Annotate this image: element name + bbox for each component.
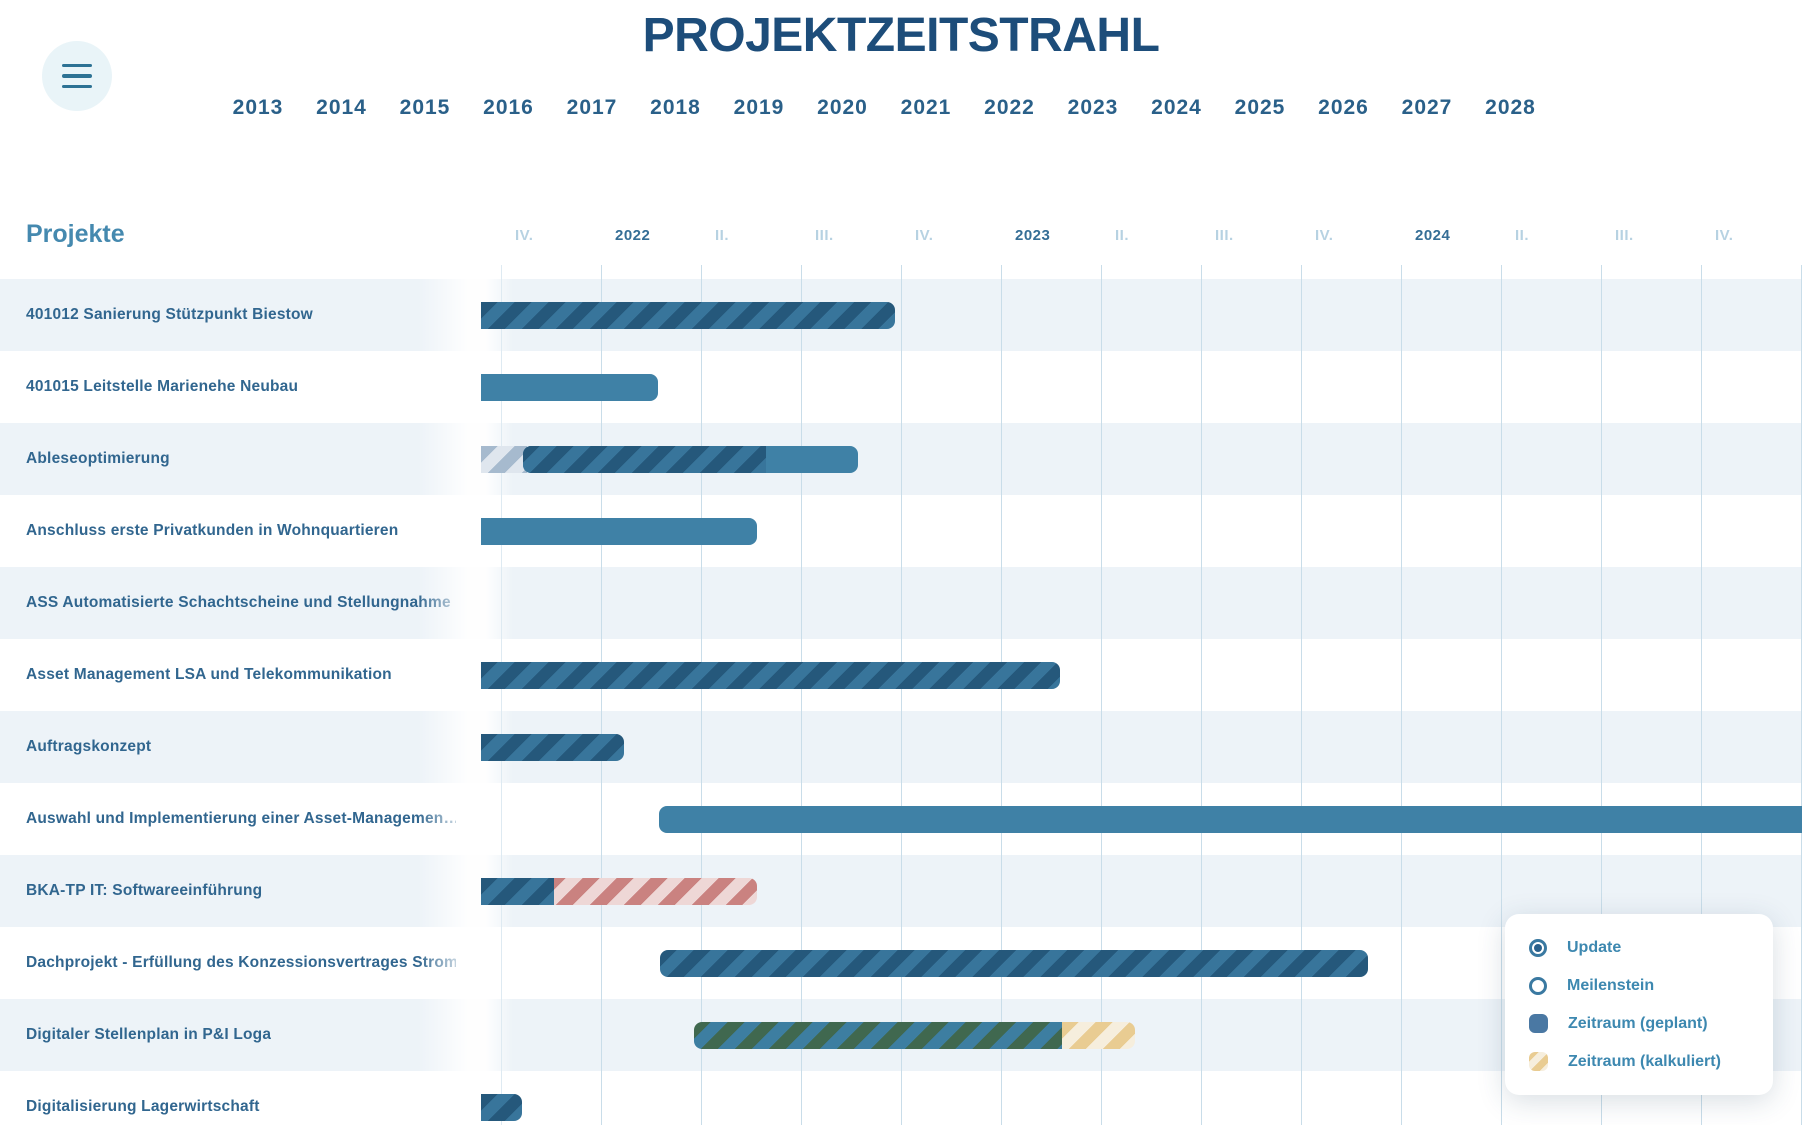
period-calculated-icon: [1529, 1052, 1548, 1071]
quarter-label: II.: [715, 227, 730, 244]
period-planned-icon: [1529, 1014, 1548, 1033]
quarter-gridline: [1601, 265, 1602, 1125]
gantt-bar-segment[interactable]: [481, 733, 624, 761]
project-row-label[interactable]: Anschluss erste Privatkunden in Wohnquar…: [26, 522, 399, 539]
gantt-bar-segment[interactable]: [523, 445, 766, 473]
gantt-bar-segment[interactable]: [660, 949, 1368, 977]
year-nav-item-2028[interactable]: 2028: [1485, 96, 1536, 119]
quarter-gridline: [1201, 265, 1202, 1125]
gantt-bar-segment[interactable]: [481, 661, 1060, 689]
project-row-label[interactable]: Dachprojekt - Erfüllung des Konzessionsv…: [26, 954, 456, 971]
quarter-label: II.: [1515, 227, 1530, 244]
year-nav-item-2027[interactable]: 2027: [1401, 96, 1453, 119]
quarter-gridline: [1401, 265, 1402, 1125]
left-fade-overlay: [418, 180, 513, 1125]
quarter-gridline: [801, 265, 802, 1125]
legend-label: Zeitraum (geplant): [1568, 1014, 1708, 1032]
year-nav-item-2026[interactable]: 2026: [1318, 96, 1369, 119]
projects-column-heading: Projekte: [26, 220, 125, 248]
legend-label: Meilenstein: [1567, 976, 1655, 994]
legend-label: Update: [1567, 938, 1622, 956]
quarter-label: IV.: [915, 227, 934, 244]
project-row-label[interactable]: Ableseoptimierung: [26, 450, 170, 467]
quarter-label: III.: [1215, 227, 1234, 244]
gantt-bar-segment[interactable]: [659, 805, 1802, 833]
gantt-bar-segment[interactable]: [694, 1021, 1062, 1049]
page-title: PROJEKTZEITSTRAHL: [642, 9, 1160, 62]
project-row-label[interactable]: Digitalisierung Lagerwirtschaft: [26, 1098, 260, 1115]
year-nav-item-2024[interactable]: 2024: [1151, 96, 1202, 119]
quarter-gridline: [701, 265, 702, 1125]
year-nav-item-2015[interactable]: 2015: [399, 96, 451, 119]
legend-item-update: Update: [1529, 936, 1773, 960]
quarter-gridline: [1701, 265, 1702, 1125]
hamburger-icon: [62, 63, 92, 68]
quarter-gridline: [1501, 265, 1502, 1125]
hamburger-icon: [62, 74, 92, 78]
quarter-gridline: [1101, 265, 1102, 1125]
year-nav-item-2020[interactable]: 2020: [817, 96, 868, 119]
quarter-gridline: [1001, 265, 1002, 1125]
project-row-label[interactable]: Asset Management LSA und Telekommunikati…: [26, 666, 392, 683]
year-nav-item-2019[interactable]: 2019: [733, 96, 785, 119]
legend-panel: Update Meilenstein Zeitraum (geplant) Ze…: [1505, 914, 1773, 1095]
gantt-bar-segment[interactable]: [1062, 1021, 1135, 1049]
project-row-label[interactable]: Auswahl und Implementierung einer Asset-…: [26, 810, 456, 827]
year-nav-item-2022[interactable]: 2022: [984, 96, 1035, 119]
project-row-label[interactable]: BKA-TP IT: Softwareeinführung: [26, 882, 263, 899]
gantt-bar-segment[interactable]: [481, 1093, 522, 1121]
gantt-bar-segment[interactable]: [481, 373, 658, 401]
quarter-gridline: [901, 265, 902, 1125]
quarter-label: II.: [1115, 227, 1130, 244]
year-nav-item-2025[interactable]: 2025: [1234, 96, 1286, 119]
quarter-label: IV.: [515, 227, 534, 244]
gantt-bar-segment[interactable]: [481, 877, 554, 905]
legend-label: Zeitraum (kalkuliert): [1568, 1052, 1721, 1070]
project-row-label[interactable]: Auftragskonzept: [26, 738, 152, 755]
year-nav-item-2013[interactable]: 2013: [232, 96, 284, 119]
year-nav-item-2021[interactable]: 2021: [900, 96, 952, 119]
quarter-label: III.: [1615, 227, 1634, 244]
year-nav-item-2023[interactable]: 2023: [1067, 96, 1119, 119]
year-nav-item-2018[interactable]: 2018: [650, 96, 701, 119]
milestone-icon: [1529, 976, 1547, 995]
year-nav-item-2014[interactable]: 2014: [316, 96, 367, 119]
quarter-gridline: [601, 265, 602, 1125]
menu-button[interactable]: [42, 41, 112, 111]
gantt-bar-segment[interactable]: [481, 301, 895, 329]
project-row-label[interactable]: Digitaler Stellenplan in P&I Loga: [26, 1026, 272, 1043]
hamburger-icon: [62, 84, 92, 89]
quarter-label: 2024: [1415, 227, 1451, 244]
project-row-label[interactable]: ASS Automatisierte Schachtscheine und St…: [26, 594, 451, 611]
gantt-bar-segment[interactable]: [481, 445, 527, 473]
legend-item-period-planned: Zeitraum (geplant): [1529, 1012, 1773, 1036]
quarter-label: 2023: [1015, 227, 1051, 244]
quarter-label: 2022: [615, 227, 651, 244]
legend-item-milestone: Meilenstein: [1529, 974, 1773, 998]
quarter-label: IV.: [1715, 227, 1734, 244]
project-row-label[interactable]: 401015 Leitstelle Marienehe Neubau: [26, 378, 299, 395]
quarter-label: III.: [815, 227, 834, 244]
gantt-bar-segment[interactable]: [481, 517, 757, 545]
quarter-label: IV.: [1315, 227, 1334, 244]
quarter-gridline: [1301, 265, 1302, 1125]
update-icon: [1529, 938, 1547, 957]
project-row-label[interactable]: 401012 Sanierung Stützpunkt Biestow: [26, 306, 313, 323]
year-nav-item-2017[interactable]: 2017: [566, 96, 618, 119]
year-nav-item-2016[interactable]: 2016: [483, 96, 534, 119]
legend-item-period-calculated: Zeitraum (kalkuliert): [1529, 1050, 1773, 1074]
